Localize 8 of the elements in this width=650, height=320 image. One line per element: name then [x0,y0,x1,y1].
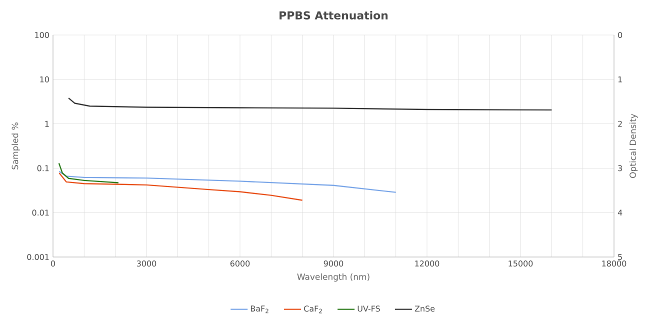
line-series [58,170,396,193]
line-series [68,97,552,111]
y-axis-title: Sampled % [12,122,20,170]
y2-axis-title: Optical Density [629,114,638,178]
line-series [58,172,303,201]
chart-title: PPBS Attenuation [280,11,388,20]
x-axis-title: Wavelength (nm) [297,273,370,282]
line-series [58,162,120,184]
